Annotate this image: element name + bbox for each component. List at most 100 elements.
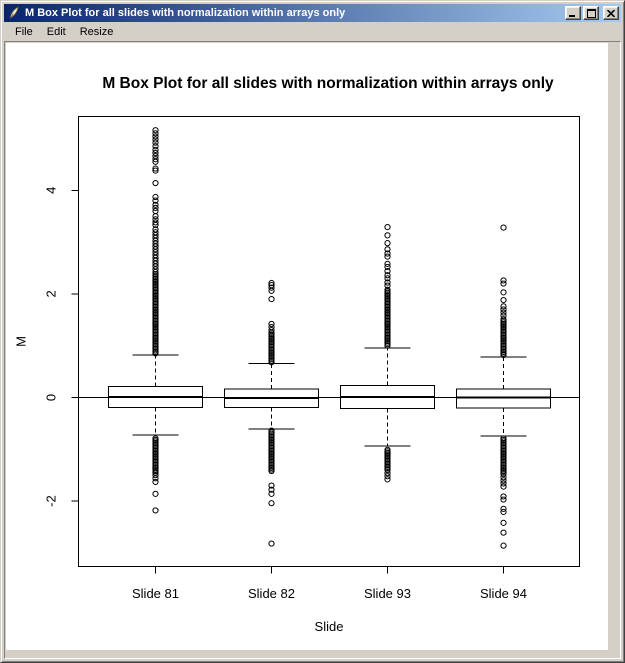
- x-tick-label: Slide 81: [132, 586, 179, 601]
- outlier-point: [500, 493, 507, 500]
- outlier-point: [268, 281, 275, 289]
- outlier-point: [500, 529, 507, 536]
- window-controls: [563, 6, 619, 20]
- outlier-point: [500, 474, 507, 481]
- window-title: M Box Plot for all slides with normaliza…: [25, 7, 346, 19]
- outlier-point: [268, 284, 275, 291]
- close-button[interactable]: [603, 6, 619, 20]
- outlier-point: [384, 253, 391, 260]
- outlier-point: [152, 127, 159, 134]
- outlier-point: [268, 540, 275, 547]
- outlier-point: [384, 476, 391, 483]
- outlier-point: [152, 146, 159, 153]
- outlier-point: [384, 286, 391, 293]
- outlier-point: [268, 427, 275, 434]
- client-area: M Box Plot for all slides with normaliza…: [4, 41, 621, 659]
- outlier-point: [500, 496, 507, 503]
- outlier-point: [152, 167, 159, 174]
- outlier-point: [152, 179, 159, 187]
- outlier-point: [384, 473, 391, 480]
- outlier-point: [152, 207, 159, 215]
- minimize-button[interactable]: [565, 6, 581, 20]
- y-tick-label: 0: [44, 394, 59, 401]
- y-tick-label: 2: [44, 290, 59, 297]
- outlier-point: [152, 156, 159, 163]
- outlier-point: [384, 246, 391, 253]
- outlier-point: [152, 475, 159, 482]
- outlier-point: [384, 470, 391, 477]
- outlier-point: [500, 309, 507, 316]
- outlier-point: [268, 295, 275, 303]
- outlier-point: [152, 229, 159, 236]
- plot-title: M Box Plot for all slides with normaliza…: [102, 75, 554, 92]
- outlier-point: [500, 306, 507, 313]
- outlier-point: [152, 507, 159, 514]
- outlier-point: [500, 297, 507, 304]
- outlier-point: [500, 277, 507, 284]
- menu-resize[interactable]: Resize: [79, 25, 114, 38]
- outlier-point: [384, 272, 391, 279]
- menubar: File Edit Resize: [4, 22, 621, 41]
- titlebar[interactable]: M Box Plot for all slides with normaliza…: [4, 4, 621, 22]
- outlier-point: [268, 279, 275, 287]
- outlier-point: [500, 280, 507, 287]
- outlier-point: [384, 282, 391, 289]
- menu-file[interactable]: File: [15, 25, 33, 38]
- outlier-point: [384, 240, 391, 247]
- outlier-point: [268, 500, 275, 507]
- outlier-point: [500, 312, 507, 319]
- feather-icon: [7, 6, 21, 20]
- outlier-point: [500, 480, 507, 487]
- outlier-point: [500, 316, 507, 323]
- outlier-point: [384, 250, 391, 257]
- outlier-point: [268, 327, 275, 334]
- outlier-point: [384, 279, 391, 286]
- outlier-point: [500, 289, 507, 296]
- x-tick-label: Slide 93: [364, 586, 411, 601]
- outlier-point: [500, 303, 507, 310]
- outlier-point: [152, 226, 159, 233]
- outlier-point: [152, 143, 159, 150]
- menu-edit[interactable]: Edit: [46, 25, 66, 38]
- outlier-point: [268, 323, 275, 331]
- outlier-point: [152, 435, 159, 442]
- x-tick-label: Slide 82: [248, 586, 295, 601]
- plot-border: [78, 116, 580, 567]
- maximize-button[interactable]: [583, 6, 599, 20]
- x-axis-title: Slide: [315, 619, 344, 634]
- outlier-point: [268, 490, 275, 497]
- outlier-point: [152, 193, 159, 201]
- outlier-point: [152, 216, 159, 223]
- outlier-point: [384, 446, 391, 453]
- outlier-point: [500, 505, 507, 512]
- outlier-point: [384, 275, 391, 282]
- y-tick-label: -2: [44, 495, 59, 507]
- outlier-point: [384, 223, 391, 231]
- outlier-point: [268, 482, 275, 489]
- outlier-point: [500, 477, 507, 484]
- outlier-point: [152, 197, 159, 204]
- outlier-point: [152, 153, 159, 160]
- plot-surface: M Box Plot for all slides with normaliza…: [6, 43, 608, 650]
- outlier-point: [152, 201, 159, 208]
- outlier-point: [152, 478, 159, 486]
- outlier-point: [384, 232, 391, 239]
- y-tick-label: 4: [44, 187, 59, 194]
- outlier-point: [500, 435, 507, 442]
- outlier-point: [152, 139, 159, 146]
- outlier-point: [268, 486, 275, 493]
- box: [456, 388, 551, 409]
- outlier-point: [152, 165, 159, 172]
- outlier-point: [152, 149, 159, 157]
- outlier-point: [384, 268, 391, 275]
- outlier-point: [500, 224, 507, 231]
- outlier-point: [152, 136, 159, 143]
- outlier-point: [152, 219, 159, 226]
- outlier-point: [500, 483, 507, 490]
- boxplot-chart: M Box Plot for all slides with normaliza…: [14, 75, 580, 634]
- outlier-point: [152, 472, 159, 479]
- outlier-point: [384, 263, 391, 271]
- outlier-point: [152, 213, 159, 220]
- x-tick-label: Slide 94: [480, 586, 527, 601]
